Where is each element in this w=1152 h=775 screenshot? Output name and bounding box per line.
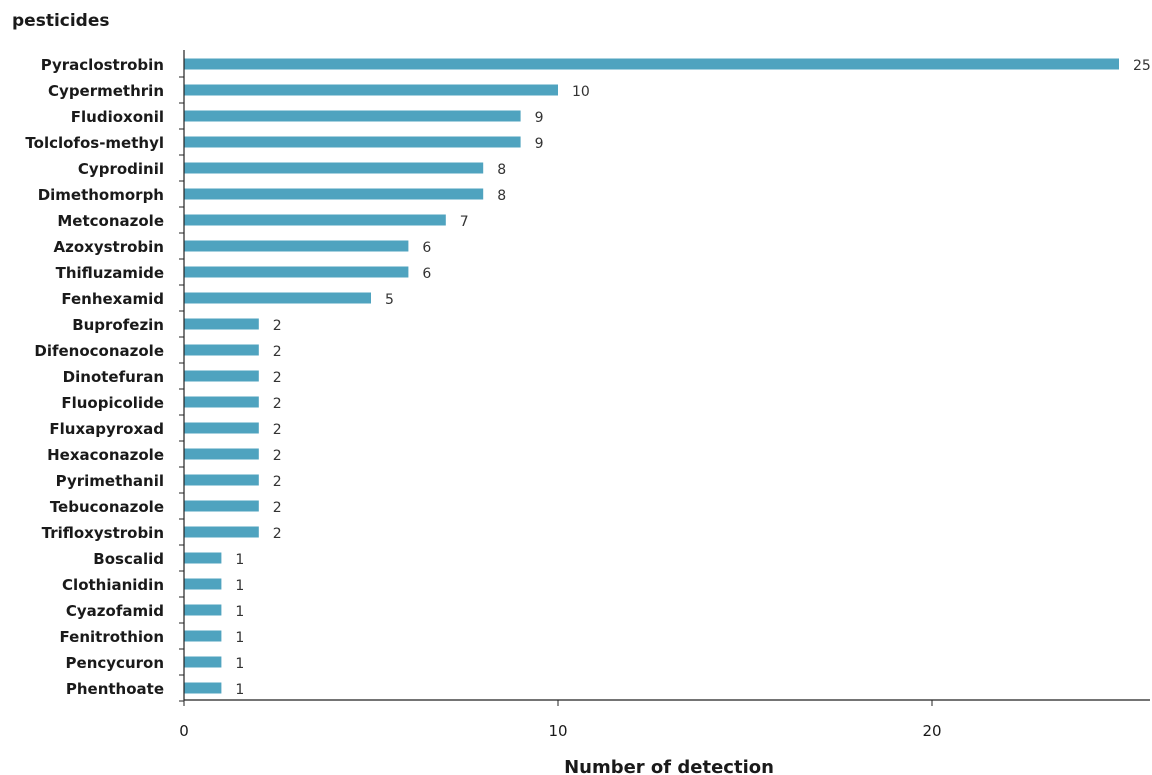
category-label: Phenthoate <box>66 680 164 698</box>
category-label: Metconazole <box>57 212 164 230</box>
category-label: Dimethomorph <box>38 186 164 204</box>
category-label: Cyazofamid <box>66 602 164 620</box>
value-label: 5 <box>385 292 394 308</box>
value-label: 1 <box>235 682 244 698</box>
category-label: Pencycuron <box>66 654 164 672</box>
category-label: Tolclofos-methyl <box>25 134 164 152</box>
category-label: Difenoconazole <box>34 342 164 360</box>
bar <box>184 552 222 564</box>
value-label: 2 <box>273 474 282 490</box>
bar <box>184 656 222 668</box>
bar <box>184 162 484 174</box>
value-label: 9 <box>535 110 544 126</box>
y-axis-title: pesticides <box>12 11 110 31</box>
bar <box>184 136 521 148</box>
bar <box>184 682 222 694</box>
category-label: Buprofezin <box>72 316 164 334</box>
bar <box>184 526 259 538</box>
value-label: 8 <box>497 188 506 204</box>
value-label: 1 <box>235 604 244 620</box>
category-label: Hexaconazole <box>47 446 164 464</box>
axes-layer: 0 10 20 <box>179 50 1150 740</box>
bar <box>184 84 558 96</box>
bar <box>184 604 222 616</box>
value-label: 2 <box>273 344 282 360</box>
bar <box>184 474 259 486</box>
category-label: Tebuconazole <box>50 498 164 516</box>
bar <box>184 370 259 382</box>
value-label: 2 <box>273 526 282 542</box>
x-tick-label: 0 <box>179 722 189 740</box>
category-label: Cypermethrin <box>48 82 164 100</box>
value-label: 8 <box>497 162 506 178</box>
x-axis-title: Number of detection <box>564 757 774 775</box>
bar <box>184 396 259 408</box>
value-label: 2 <box>273 448 282 464</box>
x-tick-label: 20 <box>922 722 941 740</box>
category-label: Fluopicolide <box>61 394 164 412</box>
value-label: 2 <box>273 422 282 438</box>
value-label: 2 <box>273 500 282 516</box>
category-label: Azoxystrobin <box>54 238 164 256</box>
bar <box>184 110 521 122</box>
value-label: 1 <box>235 630 244 646</box>
category-label: Trifloxystrobin <box>42 524 164 542</box>
value-label: 1 <box>235 552 244 568</box>
bar <box>184 214 446 226</box>
category-label: Thifluzamide <box>56 264 164 282</box>
value-label: 9 <box>535 136 544 152</box>
category-label: Cyprodinil <box>78 160 164 178</box>
value-label: 10 <box>572 84 590 100</box>
value-label: 1 <box>235 656 244 672</box>
category-label: Clothianidin <box>62 576 164 594</box>
bar <box>184 240 409 252</box>
bar <box>184 500 259 512</box>
bar <box>184 266 409 278</box>
value-label: 6 <box>422 266 431 282</box>
bar <box>184 422 259 434</box>
value-label: 2 <box>273 370 282 386</box>
category-label: Dinotefuran <box>63 368 164 386</box>
bar <box>184 188 484 200</box>
category-label: Pyraclostrobin <box>41 56 164 74</box>
category-label: Fludioxonil <box>71 108 164 126</box>
x-tick-label: 10 <box>548 722 567 740</box>
bar <box>184 318 259 330</box>
bar <box>184 630 222 642</box>
value-label: 6 <box>422 240 431 256</box>
value-label: 2 <box>273 318 282 334</box>
bar <box>184 578 222 590</box>
bar <box>184 448 259 460</box>
value-label: 7 <box>460 214 469 230</box>
bar <box>184 292 371 304</box>
value-label: 25 <box>1133 58 1151 74</box>
bar <box>184 58 1119 70</box>
category-label: Pyrimethanil <box>56 472 164 490</box>
bar <box>184 344 259 356</box>
value-label: 2 <box>273 396 282 412</box>
category-label: Boscalid <box>93 550 164 568</box>
category-label: Fenitrothion <box>60 628 164 646</box>
category-label: Fenhexamid <box>61 290 164 308</box>
value-label: 1 <box>235 578 244 594</box>
category-label: Fluxapyroxad <box>49 420 164 438</box>
